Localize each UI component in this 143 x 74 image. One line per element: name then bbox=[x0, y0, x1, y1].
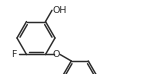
Text: OH: OH bbox=[53, 6, 67, 15]
Text: F: F bbox=[12, 50, 17, 59]
Text: O: O bbox=[53, 50, 60, 59]
